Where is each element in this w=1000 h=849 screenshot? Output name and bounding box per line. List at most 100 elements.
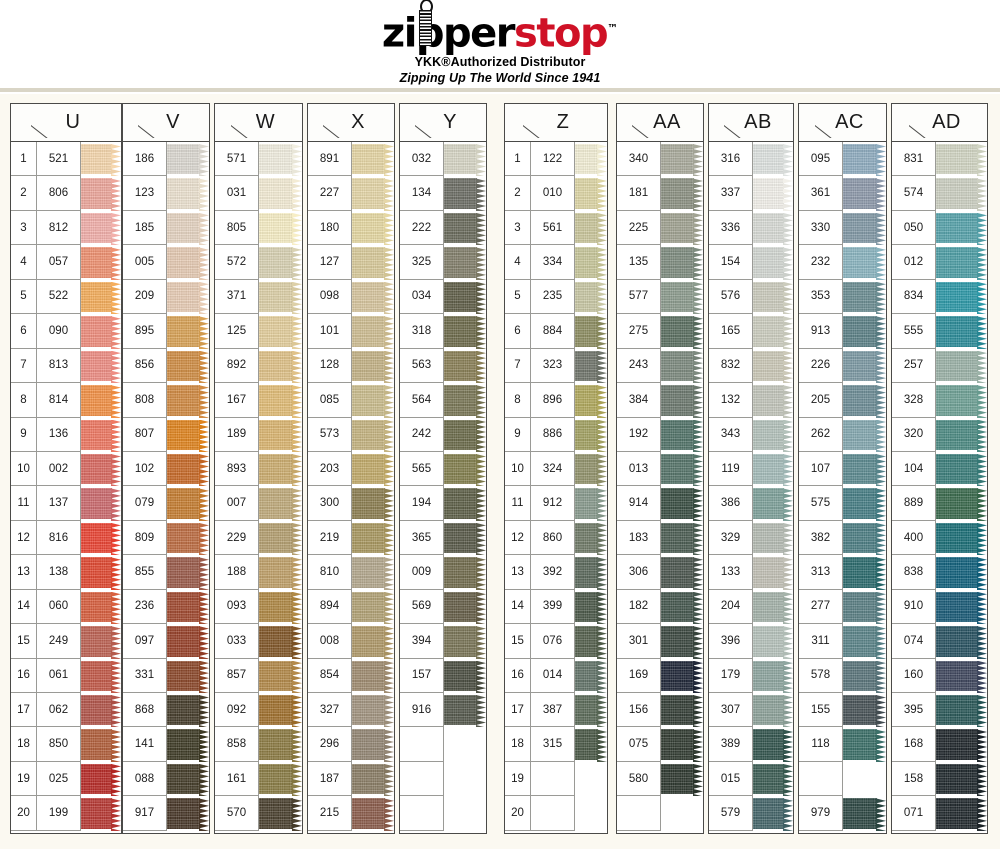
color-code-cell[interactable]: 085 — [308, 383, 352, 418]
table-row[interactable]: 194 — [400, 486, 486, 521]
color-swatch[interactable] — [575, 486, 607, 521]
color-code-cell[interactable] — [531, 796, 575, 831]
table-row[interactable]: 079 — [123, 486, 209, 521]
color-swatch[interactable] — [259, 624, 302, 659]
color-swatch[interactable] — [167, 280, 209, 315]
color-swatch[interactable] — [352, 452, 394, 487]
color-swatch[interactable] — [936, 590, 987, 625]
color-code-cell[interactable]: 179 — [709, 658, 753, 693]
table-row[interactable]: 188 — [215, 555, 302, 590]
table-row[interactable]: 384 — [617, 383, 703, 418]
table-row[interactable]: 328 — [892, 383, 987, 418]
color-code-cell[interactable]: 155 — [799, 693, 843, 728]
table-row[interactable]: 11 912 — [505, 486, 607, 521]
color-code-cell[interactable]: 301 — [617, 624, 661, 659]
color-code-cell[interactable]: 850 — [37, 727, 81, 762]
table-row[interactable]: 11 137 — [11, 486, 121, 521]
table-row[interactable]: 301 — [617, 624, 703, 659]
color-swatch[interactable] — [81, 555, 121, 590]
color-code-cell[interactable]: 318 — [400, 314, 444, 349]
color-swatch[interactable] — [167, 727, 209, 762]
color-swatch[interactable] — [167, 314, 209, 349]
table-row[interactable]: 092 — [215, 693, 302, 728]
color-code-cell[interactable]: 812 — [37, 210, 81, 246]
color-code-cell[interactable]: 227 — [308, 176, 352, 211]
color-swatch[interactable] — [753, 624, 793, 659]
table-row[interactable]: 395 — [892, 693, 987, 728]
table-row[interactable]: 854 — [308, 658, 394, 693]
color-swatch[interactable] — [843, 762, 886, 796]
table-row[interactable]: 1 122 — [505, 142, 607, 177]
color-swatch[interactable] — [661, 280, 703, 315]
color-code-cell[interactable]: 071 — [892, 796, 936, 831]
color-swatch[interactable] — [259, 176, 302, 211]
table-row[interactable]: 215 — [308, 796, 394, 831]
color-swatch[interactable] — [753, 142, 793, 177]
color-code-cell[interactable]: 555 — [892, 314, 936, 349]
table-row[interactable]: 165 — [709, 314, 793, 349]
color-swatch[interactable] — [259, 280, 302, 315]
color-code-cell[interactable]: 135 — [617, 245, 661, 280]
table-row[interactable]: 125 — [215, 314, 302, 349]
table-row[interactable]: 831 — [892, 142, 987, 177]
color-swatch[interactable] — [352, 280, 394, 315]
table-row[interactable]: 229 — [215, 520, 302, 556]
color-code-cell[interactable]: 914 — [617, 486, 661, 521]
color-code-cell[interactable]: 389 — [709, 727, 753, 762]
color-code-cell[interactable]: 057 — [37, 245, 81, 280]
table-row[interactable]: 133 — [709, 555, 793, 590]
color-swatch[interactable] — [167, 452, 209, 487]
table-row[interactable]: 400 — [892, 520, 987, 556]
color-swatch[interactable] — [575, 521, 607, 556]
table-row[interactable]: 563 — [400, 348, 486, 384]
color-code-cell[interactable]: 330 — [799, 210, 843, 246]
table-row[interactable]: 5 235 — [505, 279, 607, 315]
color-code-cell[interactable]: 296 — [308, 727, 352, 762]
color-code-cell[interactable]: 580 — [617, 761, 661, 797]
color-swatch[interactable] — [167, 383, 209, 418]
color-code-cell[interactable]: 365 — [400, 520, 444, 556]
color-swatch[interactable] — [661, 245, 703, 280]
color-code-cell[interactable]: 242 — [400, 417, 444, 452]
color-swatch[interactable] — [753, 555, 793, 590]
table-row[interactable]: 330 — [799, 210, 886, 246]
color-swatch[interactable] — [167, 659, 209, 693]
color-code-cell[interactable]: 123 — [123, 176, 167, 211]
color-swatch[interactable] — [753, 176, 793, 211]
table-row[interactable]: 856 — [123, 348, 209, 384]
color-swatch[interactable] — [81, 142, 121, 177]
color-swatch[interactable] — [444, 280, 486, 315]
color-swatch[interactable] — [81, 349, 121, 384]
table-row[interactable]: 834 — [892, 279, 987, 315]
color-swatch[interactable] — [843, 142, 886, 177]
table-row[interactable]: 572 — [215, 245, 302, 280]
table-row[interactable]: 225 — [617, 210, 703, 246]
color-code-cell[interactable]: 257 — [892, 348, 936, 384]
color-swatch[interactable] — [259, 590, 302, 625]
color-swatch[interactable] — [167, 418, 209, 452]
table-row[interactable]: 187 — [308, 761, 394, 797]
table-row[interactable]: 889 — [892, 486, 987, 521]
color-code-cell[interactable]: 154 — [709, 245, 753, 280]
table-row[interactable]: 7 323 — [505, 348, 607, 384]
color-code-cell[interactable]: 119 — [709, 451, 753, 487]
table-row[interactable]: 107 — [799, 451, 886, 487]
table-row[interactable]: 855 — [123, 555, 209, 590]
color-code-cell[interactable]: 394 — [400, 624, 444, 659]
color-swatch[interactable] — [843, 659, 886, 693]
table-row[interactable]: 571 — [215, 142, 302, 177]
color-code-cell[interactable]: 262 — [799, 417, 843, 452]
color-swatch[interactable] — [661, 452, 703, 487]
color-code-cell[interactable]: 858 — [215, 727, 259, 762]
color-swatch[interactable] — [936, 418, 987, 452]
color-swatch[interactable] — [81, 659, 121, 693]
table-row[interactable]: 123 — [123, 176, 209, 211]
table-row[interactable]: 128 — [308, 348, 394, 384]
color-code-cell[interactable]: 204 — [709, 589, 753, 625]
table-row[interactable]: 19 025 — [11, 761, 121, 797]
color-code-cell[interactable]: 561 — [531, 210, 575, 246]
color-swatch[interactable] — [936, 555, 987, 590]
table-row[interactable]: 135 — [617, 245, 703, 280]
table-row[interactable]: 5 522 — [11, 279, 121, 315]
color-code-cell[interactable]: 569 — [400, 589, 444, 625]
